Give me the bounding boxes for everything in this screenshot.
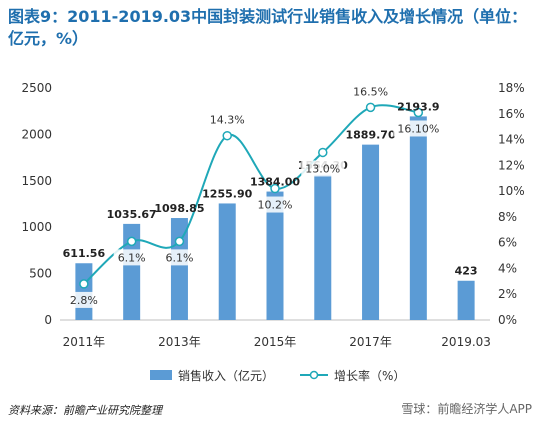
y-right-tick-label: 16%	[498, 107, 525, 121]
bar-value-label: 423	[455, 265, 478, 278]
x-tick-label: 2013年	[158, 335, 201, 349]
growth-rate-label: 13.0%	[305, 162, 340, 175]
legend: 销售收入（亿元） 增长率（%）	[150, 368, 405, 383]
growth-rate-label: 16.10%	[397, 122, 439, 135]
legend-line-label: 增长率（%）	[334, 368, 405, 383]
bar	[266, 191, 284, 320]
growth-rate-label: 6.1%	[118, 251, 146, 264]
data-labels: 611.561035.671098.851255.901384.001564.3…	[63, 83, 478, 308]
y-right-tick-label: 8%	[498, 210, 517, 224]
bar	[457, 280, 475, 320]
axes: 0 500 1000 1500 2000 2500 0% 2% 4% 6% 8% 10% 12% 14% 1…	[21, 81, 524, 349]
x-tick-label: 2015年	[254, 335, 297, 349]
y-left-tick-label: 1500	[21, 174, 52, 188]
legend-bar-label: 销售收入（亿元）	[178, 368, 274, 383]
growth-rate-label: 14.3%	[210, 114, 245, 127]
growth-rate-point	[413, 107, 424, 118]
growth-rate-label-bg	[65, 291, 102, 308]
bar	[314, 174, 332, 320]
y-left-tick-label: 1000	[21, 220, 52, 234]
credit-watermark: 雪球：前瞻经济学人APP	[401, 402, 532, 416]
growth-rate-label-bg	[393, 120, 444, 137]
x-tick-label: 2019.03	[441, 335, 491, 349]
growth-rate-label-bg	[205, 111, 249, 128]
growth-rate-label-bg	[253, 196, 297, 213]
bar-value-label: 611.56	[63, 247, 106, 260]
growth-rate-label-bg	[349, 83, 393, 100]
bar	[218, 203, 236, 320]
growth-rate-point	[222, 130, 232, 141]
chart-title: 图表9：2011-2019.03中国封装测试行业销售收入及增长情况（单位：亿元，…	[8, 7, 528, 48]
growth-rate-label: 16.5%	[353, 85, 388, 98]
y-right-tick-label: 4%	[498, 261, 517, 275]
bar	[123, 223, 141, 320]
y-right-tick-label: 6%	[498, 236, 517, 250]
y-right-tick-label: 18%	[498, 81, 525, 95]
legend-bar-swatch	[150, 370, 172, 380]
growth-rate-label: 10.2%	[258, 199, 293, 212]
bar	[75, 263, 93, 320]
x-tick-label: 2017年	[349, 335, 392, 349]
growth-rate-label-bg	[301, 160, 345, 177]
y-right-tick-label: 14%	[498, 133, 525, 147]
growth-rate-line	[83, 104, 419, 285]
y-left-tick-label: 0	[44, 313, 52, 327]
legend-line-marker	[309, 370, 319, 380]
bar-value-label: 1098.85	[154, 202, 204, 215]
y-right-tick-label: 0%	[498, 313, 517, 327]
growth-rate-point	[174, 236, 185, 247]
y-right-tick-label: 10%	[498, 184, 525, 198]
bar-value-label: 1035.67	[107, 208, 157, 221]
growth-rate-point	[270, 183, 280, 194]
x-tick-label: 2011年	[63, 335, 106, 349]
bar-value-label: 1889.70	[346, 129, 396, 142]
growth-rate-point	[79, 279, 89, 289]
y-left-tick-label: 2500	[21, 81, 52, 95]
bar	[362, 144, 380, 320]
growth-rate-label-bg	[161, 249, 198, 266]
bar-value-label: 1255.90	[202, 187, 252, 200]
y-right-tick-label: 12%	[498, 158, 525, 172]
growth-rate-point	[365, 102, 376, 113]
growth-rate-point	[126, 236, 137, 247]
bar-value-label: 2193.9	[397, 100, 439, 113]
y-right-tick-label: 2%	[498, 287, 517, 301]
growth-rate-label-bg	[113, 249, 150, 266]
growth-rate-label: 2.8%	[70, 294, 98, 307]
y-left-tick-label: 2000	[21, 127, 52, 141]
bar	[409, 116, 427, 320]
growth-rate-label: 6.1%	[165, 251, 193, 264]
bar-value-label: 1384.00	[250, 176, 300, 189]
bars	[75, 116, 475, 320]
y-left-tick-label: 500	[29, 267, 52, 281]
source-note: 资料来源：前瞻产业研究院整理	[8, 404, 162, 417]
growth-rate-point	[318, 147, 328, 158]
bar	[170, 218, 188, 320]
growth-line	[79, 102, 424, 289]
